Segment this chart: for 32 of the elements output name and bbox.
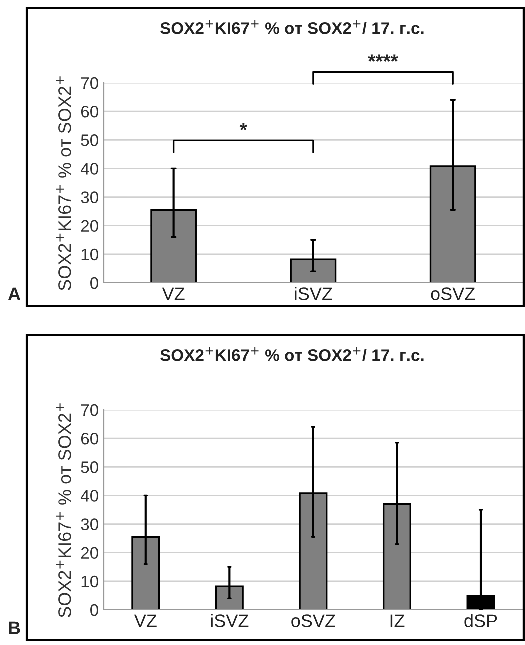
y-tick-label: 30 — [81, 192, 98, 204]
y-tick-label: 50 — [81, 462, 98, 474]
y-tick-label: 40 — [80, 163, 98, 175]
x-tick-label: VZ — [162, 288, 185, 300]
text: A — [8, 288, 21, 300]
y-axis-title: SOX2$^{+}$KI67$^{+}$ % от SOX2$^{+}$ — [56, 404, 72, 618]
y-tick-label: 60 — [81, 432, 98, 445]
y-tick-label: 30 — [81, 518, 98, 530]
y-tick-label: 0 — [90, 604, 98, 616]
y-tick-label: 50 — [81, 134, 98, 146]
x-tick-label: iSVZ — [295, 287, 332, 300]
x-tick-label: oSVZ — [292, 614, 336, 628]
chart-title: SOX2$^{+}$KI67$^{+}$ % от SOX2$^{+}$/ 17. г.с. — [160, 20, 424, 35]
x-tick-label: IZ — [390, 614, 405, 628]
text: **** — [368, 54, 398, 62]
x-tick-label: oSVZ — [431, 288, 476, 300]
y-axis-title: SOX2$^{+}$KI67$^{+}$ % от SOX2$^{+}$ — [56, 76, 72, 291]
y-tick-label: 70 — [81, 77, 98, 90]
x-tick-label: dSP — [464, 614, 498, 628]
chart-title: SOX2$^{+}$KI67$^{+}$ % от SOX2$^{+}$/ 17. г.с. — [160, 347, 424, 362]
y-tick-label: 60 — [81, 106, 98, 118]
y-tick-label: 70 — [81, 404, 98, 416]
y-tick-label: 10 — [82, 248, 98, 261]
x-tick-label: iSVZ — [211, 614, 249, 628]
y-tick-label: 20 — [81, 220, 98, 232]
y-tick-label: 40 — [80, 490, 98, 502]
annotation: * — [240, 123, 248, 131]
y-tick-label: 0 — [90, 277, 98, 290]
x-tick-label: VZ — [134, 614, 157, 628]
text: B — [9, 622, 20, 634]
y-tick-label: 10 — [82, 576, 98, 588]
y-tick-label: 20 — [81, 547, 98, 560]
